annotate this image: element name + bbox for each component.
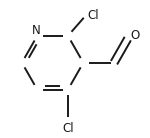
Text: Cl: Cl [87,9,99,22]
Text: Cl: Cl [62,122,74,135]
Text: N: N [32,24,41,37]
Text: O: O [131,29,140,42]
